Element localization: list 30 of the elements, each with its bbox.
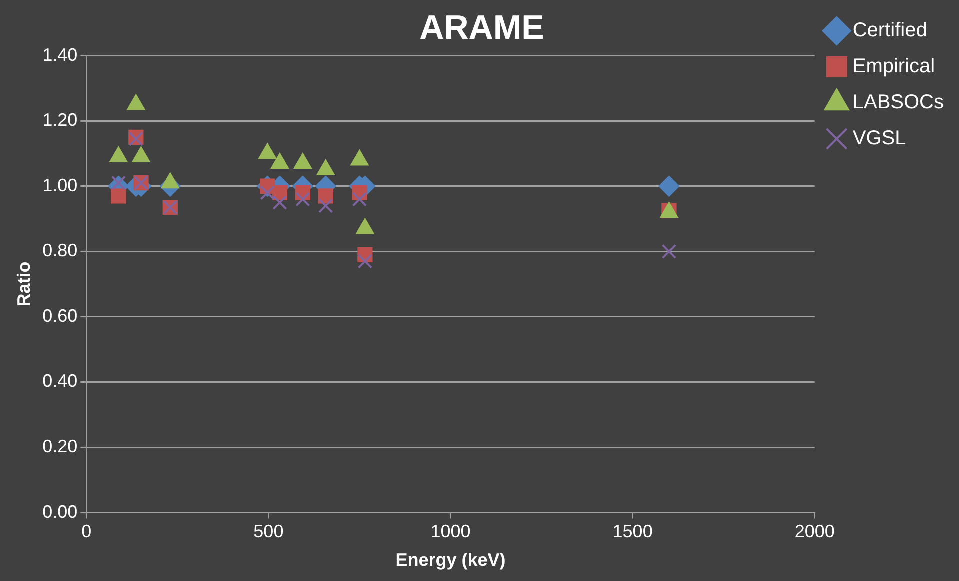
- y-tick-label: 0.20: [42, 436, 78, 456]
- point: [296, 192, 310, 207]
- point: [352, 192, 368, 207]
- y-tick-label: 0.00: [42, 502, 78, 522]
- point: [272, 195, 288, 210]
- y-tick-label: 1.40: [42, 44, 78, 65]
- point: [662, 244, 677, 260]
- point: [358, 254, 373, 269]
- legend-label: Certified: [852, 20, 928, 42]
- legend-label: LABSOCs: [852, 92, 944, 114]
- y-tick-label: 0.80: [42, 240, 78, 261]
- x-tick-label: 0: [82, 522, 92, 542]
- point: [111, 176, 126, 190]
- point: [260, 186, 275, 200]
- x-tick-label: 1500: [612, 522, 653, 542]
- x-tick-label: 2000: [794, 522, 835, 542]
- point: [318, 198, 334, 214]
- y-tick-label: 0.40: [42, 371, 78, 392]
- point: [111, 188, 126, 204]
- y-tick-label: 1.20: [42, 110, 78, 130]
- legend-label: Empirical: [852, 56, 936, 78]
- legend-label: VGSL: [852, 128, 906, 150]
- y-axis-title: Ratio: [14, 262, 34, 307]
- x-axis-title: Energy (keV): [396, 550, 506, 570]
- point: [658, 176, 680, 197]
- y-tick-label: 1.00: [42, 175, 78, 196]
- chart-title: ARAME: [420, 8, 544, 47]
- y-tick-label: 0.60: [42, 306, 78, 326]
- x-tick-label: 500: [254, 522, 284, 542]
- x-tick-label: 1000: [430, 522, 471, 542]
